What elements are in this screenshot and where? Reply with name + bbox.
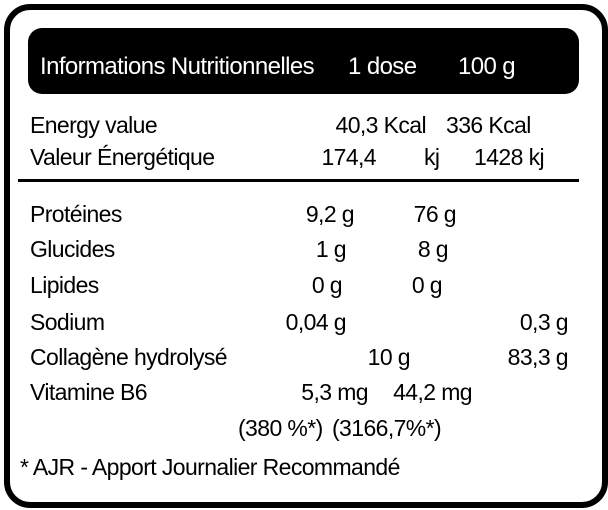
nutrient-per100-proteines: 76 g	[413, 201, 457, 227]
nutrient-label-sodium: Sodium	[30, 309, 105, 335]
energy-row1-label: Energy value	[30, 112, 158, 138]
header-bar	[28, 28, 579, 94]
nutrient-label-lipides: Lipides	[30, 272, 99, 298]
nutrient-dose-lipides: 0 g	[311, 272, 343, 298]
ajr-dose: (380 %*)	[238, 415, 323, 441]
energy-row2-unit: kj	[424, 144, 440, 170]
energy-row1-per100: 336 Kcal	[446, 112, 531, 138]
nutrient-per100-vitamine-b6: 44,2 mg	[393, 379, 473, 405]
energy-row1-dose: 40,3 Kcal	[335, 112, 427, 138]
nutrient-dose-sodium: 0,04 g	[285, 309, 347, 335]
nutrient-dose-collagene: 10 g	[367, 344, 411, 370]
header-col-100g: 100 g	[458, 53, 516, 80]
nutrient-label-collagene: Collagène hydrolysé	[30, 344, 228, 370]
nutrient-dose-proteines: 9,2 g	[305, 201, 355, 227]
energy-row2-per100: 1428 kj	[474, 144, 545, 170]
nutrient-dose-glucides: 1 g	[315, 236, 347, 262]
ajr-per100: (3166,7%*)	[332, 415, 442, 441]
nutrient-label-proteines: Protéines	[30, 201, 122, 227]
nutrient-dose-vitamine-b6: 5,3 mg	[301, 379, 368, 405]
nutrient-label-glucides: Glucides	[30, 236, 115, 262]
nutrient-label-vitamine-b6: Vitamine B6	[30, 379, 148, 405]
energy-row2-dose: 174,4	[321, 144, 376, 170]
nutrient-per100-collagene: 83,3 g	[507, 344, 569, 370]
header-title: Informations Nutritionnelles	[40, 53, 315, 80]
nutrient-per100-glucides: 8 g	[417, 236, 449, 262]
footnote: * AJR - Apport Journalier Recommandé	[20, 454, 400, 480]
nutrient-per100-lipides: 0 g	[411, 272, 443, 298]
section-divider	[18, 179, 579, 182]
header-col-dose: 1 dose	[348, 53, 417, 80]
nutrient-per100-sodium: 0,3 g	[519, 309, 569, 335]
energy-row2-label: Valeur Énergétique	[30, 144, 215, 170]
